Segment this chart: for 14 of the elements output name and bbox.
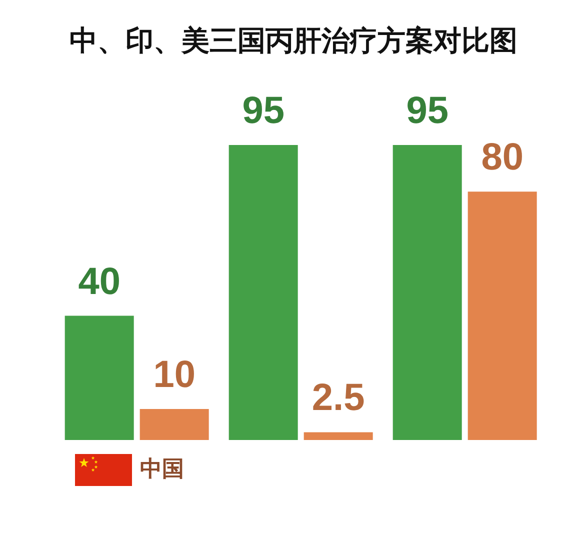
data-label: 95 — [406, 90, 448, 132]
bar — [392, 145, 462, 440]
bar — [304, 432, 373, 440]
x-tick-label: 中国 — [140, 456, 184, 481]
chart-title: 中、印、美三国丙肝治疗方案对比图 — [68, 24, 518, 58]
bar — [140, 408, 209, 440]
bar — [468, 192, 537, 440]
data-label: 95 — [242, 90, 284, 132]
bar — [228, 145, 298, 440]
data-label: 80 — [481, 136, 524, 179]
bar — [64, 316, 134, 440]
data-label: 10 — [153, 354, 196, 396]
data-label: 40 — [78, 260, 120, 303]
data-label: 2.5 — [312, 377, 365, 420]
